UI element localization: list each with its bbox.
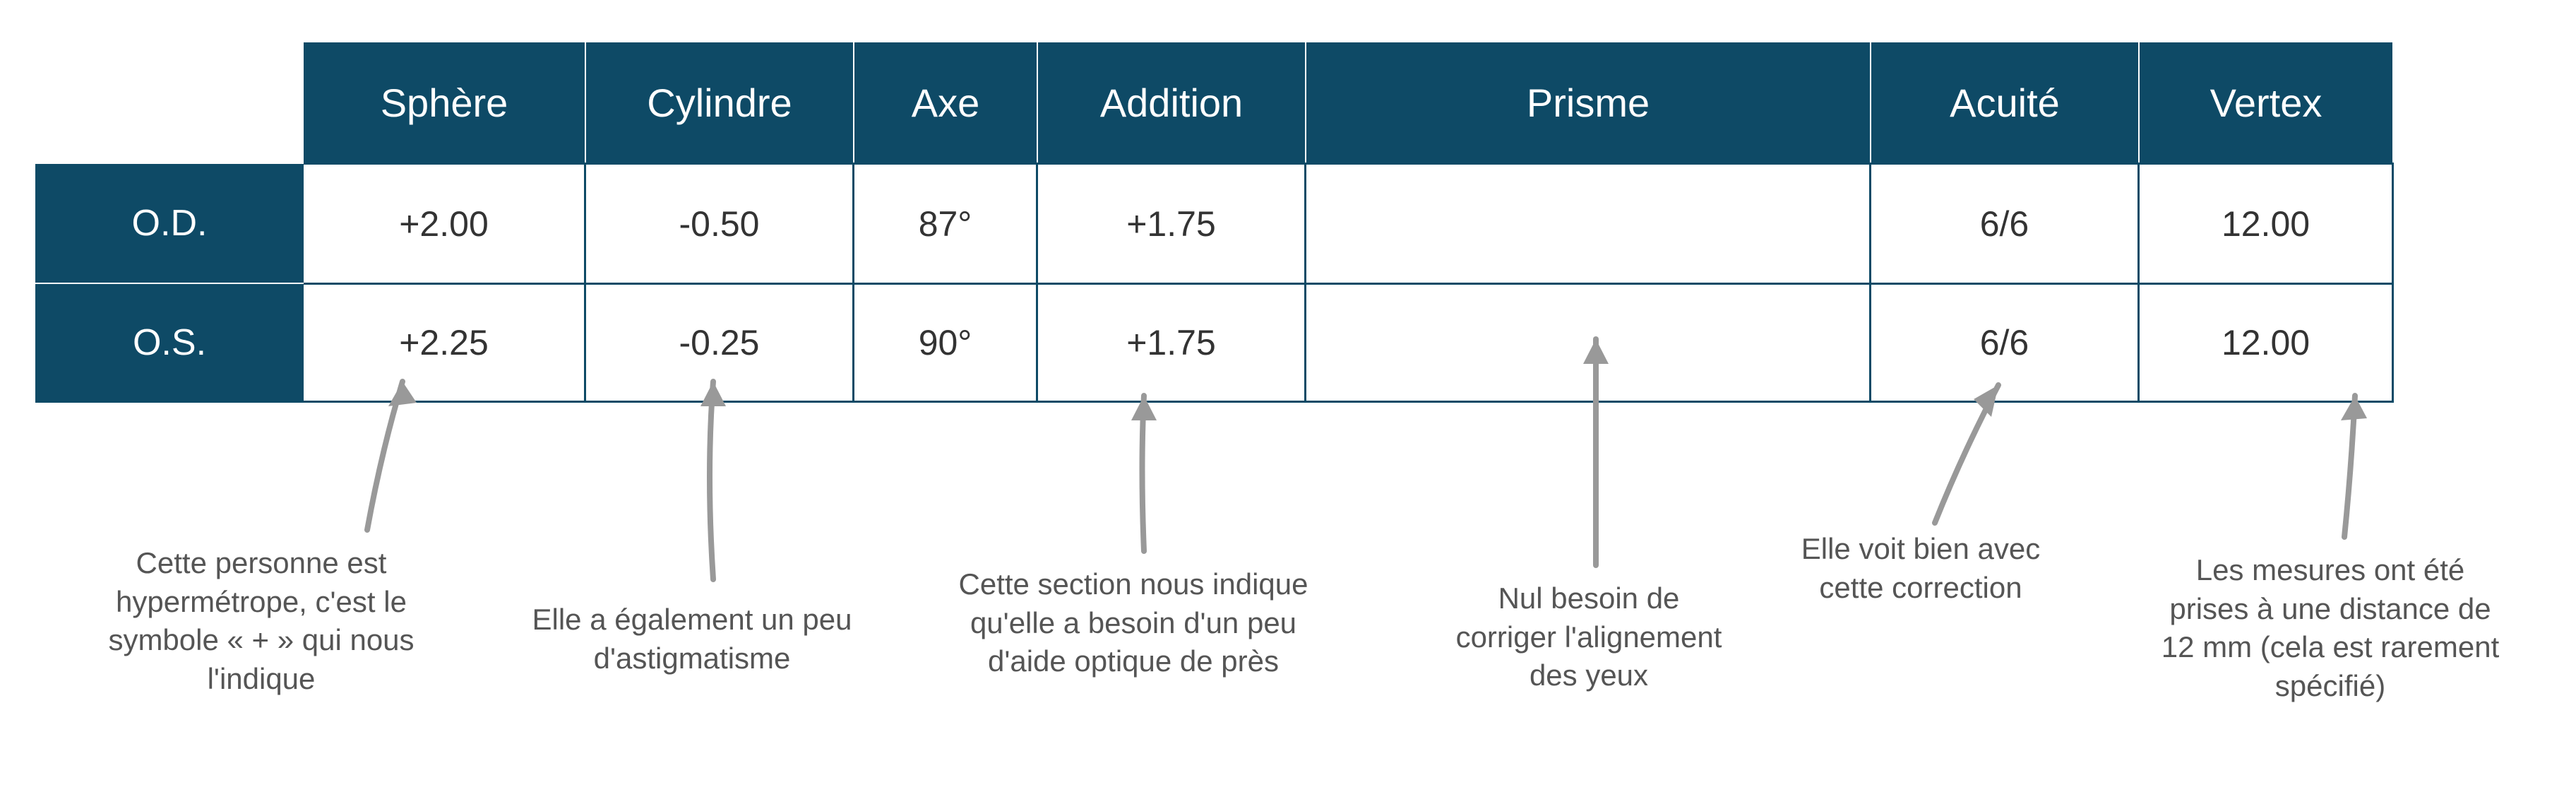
col-header-cylinder: Cylindre	[586, 42, 854, 163]
cell-od-cylinder: -0.50	[586, 163, 854, 283]
annotation-sphere: Cette personne est hypermétrope, c'est l…	[64, 544, 459, 698]
col-header-sphere: Sphère	[304, 42, 586, 163]
col-header-prisme: Prisme	[1306, 42, 1871, 163]
row-label-od: O.D.	[35, 163, 304, 283]
prescription-table: Sphère Cylindre Axe Addition Prisme Acui…	[35, 42, 2541, 403]
cell-od-prisme	[1306, 163, 1871, 283]
arrow-vertex-icon	[2323, 382, 2380, 544]
cell-od-sphere: +2.00	[304, 163, 586, 283]
annotation-vertex: Les mesures ont été prises à une distanc…	[2154, 551, 2507, 705]
col-header-addition: Addition	[1038, 42, 1306, 163]
arrow-cylinder-icon	[685, 367, 741, 586]
annotation-cylinder: Elle a également un peu d'astigmatisme	[523, 601, 861, 678]
col-header-vertex: Vertex	[2140, 42, 2394, 163]
cell-od-acuite: 6/6	[1871, 163, 2140, 283]
annotation-addition: Cette section nous indique qu'elle a bes…	[932, 565, 1335, 681]
cell-od-vertex: 12.00	[2140, 163, 2394, 283]
arrow-sphere-icon	[353, 367, 438, 537]
table-corner	[35, 42, 304, 163]
arrow-addition-icon	[1116, 382, 1172, 558]
cell-od-axe: 87°	[854, 163, 1038, 283]
col-header-acuite: Acuité	[1871, 42, 2140, 163]
annotation-acuity: Elle voit bien avec cette correction	[1787, 530, 2055, 607]
cell-od-addition: +1.75	[1038, 163, 1306, 283]
cell-os-axe: 90°	[854, 283, 1038, 403]
cell-os-sphere: +2.25	[304, 283, 586, 403]
row-label-os: O.S.	[35, 283, 304, 403]
cell-os-addition: +1.75	[1038, 283, 1306, 403]
annotation-prism: Nul besoin de corriger l'alignement des …	[1455, 579, 1723, 695]
arrow-prism-icon	[1568, 325, 1624, 572]
col-header-axe: Axe	[854, 42, 1038, 163]
arrow-acuity-icon	[1921, 367, 2020, 530]
